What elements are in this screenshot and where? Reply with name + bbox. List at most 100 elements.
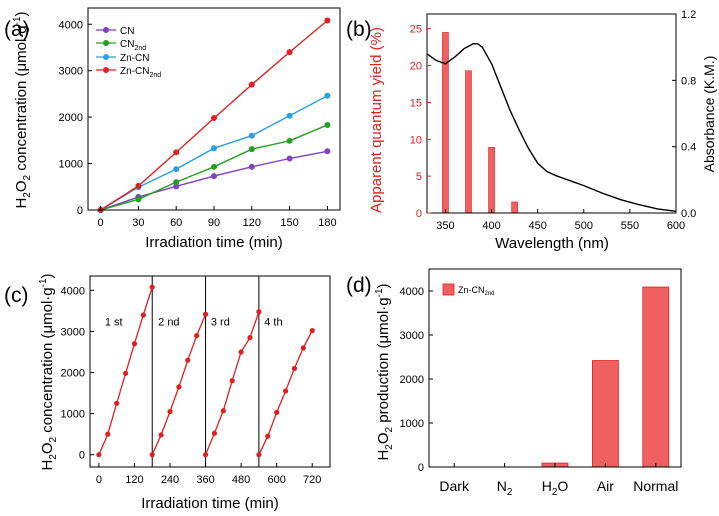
series-cn2nd-point — [286, 137, 293, 144]
legend-marker-zncn2nd — [103, 67, 109, 73]
y-tick-label: 2000 — [59, 112, 83, 124]
x-tick-label: 600 — [667, 220, 685, 232]
cycle-point — [202, 452, 209, 458]
panel-a-label: (a) — [4, 18, 30, 41]
production-bar — [642, 286, 670, 468]
panel-d-ylabel: H2O2 production (μmol·g-1) — [374, 283, 395, 460]
series-zncn2nd-point — [135, 182, 142, 189]
cycle-point — [114, 400, 120, 406]
legend-item-cn2nd: CN2nd — [96, 39, 146, 52]
panel-c-ylabel: H2O2 concentration (μmol·g-1) — [38, 273, 59, 470]
series-cn2nd-point — [211, 163, 217, 170]
panel-a-marks — [97, 17, 331, 213]
series-zncn-point — [173, 166, 180, 173]
x-tick-label: 400 — [482, 220, 500, 232]
category-dark-label: Dark — [439, 478, 470, 494]
panel-b-y2label: Absorbance (K.M.) — [701, 56, 717, 173]
cycle-point — [274, 409, 280, 415]
cycle-label: 2 nd — [158, 316, 179, 328]
cycle-point — [202, 311, 209, 317]
cycle-point — [122, 370, 129, 376]
x-tick-label: 0 — [98, 217, 104, 229]
cycle-point — [256, 452, 262, 458]
x-tick-label: 600 — [267, 474, 285, 486]
x-tick-label: 0 — [96, 474, 102, 486]
panel-b-marks — [426, 32, 677, 214]
panel-b-axes: 350 400 450 500 550 600 0 5 10 15 20 25 0.0 0.4 0.8 1.2 — [410, 9, 697, 232]
cycle-point — [105, 431, 111, 437]
x-tick-label: 30 — [132, 217, 144, 229]
series-zncn2nd-point — [173, 149, 180, 156]
legend-item-zncn: Zn-CN — [96, 53, 149, 64]
y2-tick-label: 0.8 — [681, 75, 696, 87]
x-tick-label: 500 — [575, 220, 593, 232]
series-cn-point — [286, 155, 293, 162]
cycle-point — [131, 341, 138, 347]
series-zncn-point — [211, 145, 217, 152]
series-cn-point — [324, 148, 331, 155]
series-zncn2nd-point — [248, 81, 255, 88]
cycle-point — [185, 357, 191, 363]
cycle-point — [220, 408, 226, 414]
legend-label-zncn: Zn-CN — [120, 53, 149, 64]
y-tick-label: 0 — [79, 450, 85, 462]
y-tick-label: 0 — [418, 462, 424, 474]
panel-b-xlabel: Wavelength (nm) — [495, 235, 609, 252]
series-cn2nd-point — [248, 146, 255, 153]
panel-c-axes: 0 120 240 360 480 600 720 0 1000 2000 3000 4000 — [61, 285, 322, 486]
category-n2-label: N2 — [497, 478, 513, 498]
cycle-label: 1 st — [105, 316, 123, 328]
panel-d-legend: Zn-CN2nd — [442, 283, 495, 297]
y-tick-label: 3000 — [61, 326, 85, 338]
legend-marker-zncn — [103, 54, 109, 60]
series-cn-point — [211, 173, 217, 180]
x-tick-label: 60 — [170, 217, 182, 229]
y2-tick-label: 0.0 — [681, 208, 696, 220]
series-zncn-point — [324, 92, 331, 99]
y-tick-label: 25 — [410, 24, 422, 36]
x-tick-label: 90 — [208, 217, 220, 229]
panel-b-frame — [426, 13, 677, 214]
legend-item-zncn2nd: Zn-CN2nd — [96, 66, 161, 79]
category-h2o-label: H2O — [542, 478, 569, 498]
legend-marker-cn — [103, 27, 109, 33]
cycle-point — [149, 284, 155, 290]
panel-d-marks — [541, 286, 670, 468]
aqy-bar — [465, 70, 472, 214]
series-zncn2nd-point — [286, 49, 293, 56]
panel-a: (a) 0 30 60 90 120 150 180 0 1000 2000 3000 4000 Ir… — [4, 7, 341, 251]
series-zncn-point — [248, 132, 255, 139]
panel-d-label: (d) — [346, 274, 372, 297]
y-tick-label: 15 — [410, 97, 422, 109]
series-cn-point — [173, 183, 180, 190]
cycle-point — [158, 432, 164, 438]
y-tick-label: 2000 — [61, 368, 85, 380]
series-cn-line — [100, 150, 328, 211]
cycle-label: 4 th — [264, 316, 282, 328]
aqy-bar — [488, 147, 495, 214]
cycle-point — [247, 335, 253, 341]
panel-c: (c) 1 st 2 nd 3 rd 4 th 0 120 240 360 480 600 720… — [4, 273, 331, 512]
series-zncn-line — [100, 95, 328, 211]
panel-a-legend: CN CN2nd Zn-CN Zn-CN2nd — [96, 26, 161, 79]
panel-b-label: (b) — [346, 18, 372, 41]
series-cn-point — [248, 163, 255, 170]
y-tick-label: 1000 — [59, 159, 83, 171]
x-tick-label: 180 — [318, 217, 336, 229]
absorbance-line — [426, 43, 677, 212]
production-bar — [592, 360, 619, 468]
cycle-point — [96, 452, 102, 458]
panel-b: (b) 350 400 450 500 550 600 0 5 10 15 20 25 0.0 0.4 0.… — [346, 9, 717, 252]
series-zncn-point — [286, 112, 293, 119]
y-tick-label: 1000 — [61, 409, 85, 421]
panel-c-xlabel: Irradiation time (min) — [141, 495, 279, 512]
y-tick-label: 20 — [410, 61, 422, 73]
y-tick-label: 5 — [416, 171, 422, 183]
cycle-point — [140, 312, 146, 318]
y-tick-label: 0 — [77, 205, 83, 217]
cycle-point — [309, 328, 315, 334]
y-tick-label: 3000 — [400, 330, 424, 342]
cycle-point — [167, 408, 173, 415]
x-tick-label: 150 — [280, 217, 298, 229]
panel-a-axes: 0 30 60 90 120 150 180 0 1000 2000 3000 4000 — [59, 19, 337, 229]
